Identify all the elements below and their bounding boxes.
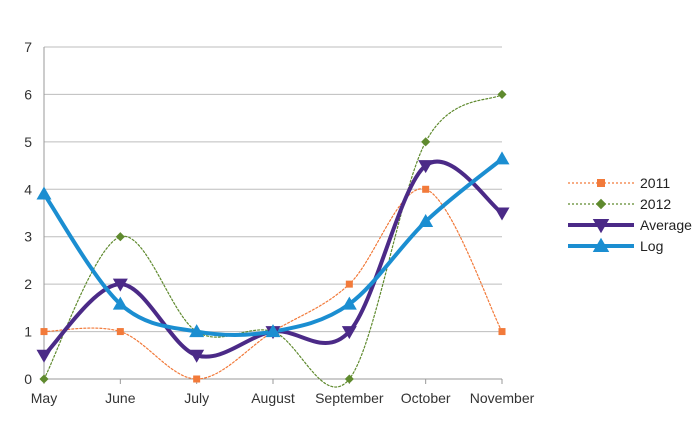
y-tick-label: 2 [24,276,32,292]
legend: 2011 2012 Average Log [568,175,692,254]
data-point-2012 [344,374,354,384]
axes: 0 1 2 3 4 5 6 7 May June July August September Octobe… [24,39,534,406]
series-markers [36,89,510,384]
data-point-2011 [193,375,201,383]
data-point-average [341,326,357,340]
data-point-log [418,214,434,228]
y-tick-label: 4 [24,181,32,197]
data-point-log [189,324,205,338]
series-line-2011 [43,188,503,380]
legend-label: Log [640,238,663,254]
data-point-2011 [345,280,353,288]
y-tick-label: 6 [24,86,32,102]
data-point-2011 [498,328,506,336]
data-point-log [36,186,52,200]
data-point-2012 [115,232,125,242]
data-point-average [36,349,52,363]
x-tick-label: August [251,390,295,406]
y-tick-label: 7 [24,39,32,55]
series-line-2012 [43,93,503,388]
data-point-2011 [116,328,124,336]
data-point-2011 [422,185,430,193]
data-point-2012 [39,374,49,384]
x-tick-label: November [470,390,535,406]
x-tick-label: June [105,390,136,406]
y-tick-label: 1 [24,324,32,340]
legend-marker [592,237,610,253]
x-tick-label: July [184,390,209,406]
x-tick-label: May [31,390,57,406]
x-tick-label: October [401,390,451,406]
data-point-log [112,296,128,310]
data-point-average [112,278,128,292]
x-tick-label: September [315,390,384,406]
data-point-average [494,207,510,221]
data-point-log [494,151,510,165]
y-tick-label: 3 [24,229,32,245]
data-point-2011 [40,328,48,336]
series-lines [42,93,504,388]
legend-label: Average [640,217,692,233]
legend-marker [592,218,610,234]
data-point-2012 [497,89,507,99]
legend-label: 2012 [640,196,671,212]
legend-label: 2011 [640,175,670,191]
data-point-log [265,324,281,338]
legend-marker [595,198,607,210]
y-tick-label: 0 [24,371,32,387]
legend-marker [597,179,605,187]
data-point-log [341,296,357,310]
data-point-average [189,349,205,363]
series-line-log [42,156,504,337]
data-point-average [418,160,434,174]
data-point-2012 [421,137,431,147]
y-tick-label: 5 [24,134,32,150]
